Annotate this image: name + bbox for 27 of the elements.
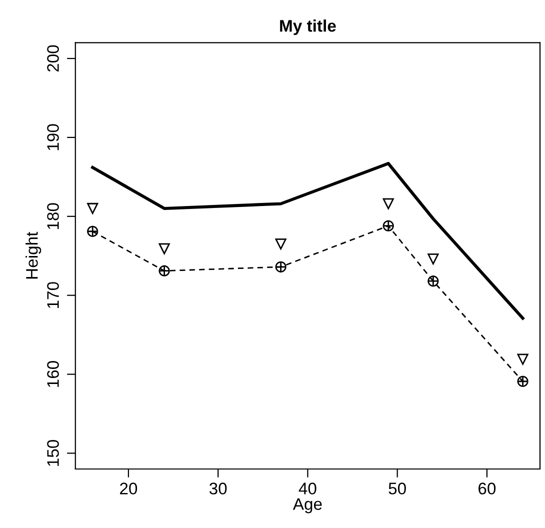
x-tick-label: 20 — [120, 482, 138, 494]
x-tick-label: 30 — [209, 482, 227, 494]
y-tick-label: 150 — [47, 440, 59, 466]
point — [517, 354, 528, 365]
y-tick-label: 190 — [47, 124, 59, 150]
x-tick-label: 50 — [388, 482, 406, 494]
y-axis-title: Height — [26, 232, 42, 279]
point — [87, 202, 98, 214]
point — [382, 220, 394, 232]
y-tick-label: 180 — [47, 203, 59, 230]
x-tick-label: 40 — [298, 482, 316, 494]
line-series — [91, 162, 524, 320]
x-axis-title: Age — [292, 498, 322, 514]
point — [275, 261, 286, 272]
x-tick-label: 60 — [478, 482, 496, 494]
point — [428, 276, 439, 287]
chart-title: My title — [280, 20, 336, 36]
point — [158, 265, 170, 276]
point — [382, 198, 394, 210]
y-tick-label: 200 — [47, 45, 59, 72]
point — [87, 226, 98, 237]
point — [428, 253, 439, 265]
point — [158, 243, 170, 254]
y-tick-label: 170 — [47, 282, 59, 308]
point — [275, 238, 286, 250]
point — [517, 376, 528, 387]
y-tick-label: 160 — [47, 361, 59, 387]
